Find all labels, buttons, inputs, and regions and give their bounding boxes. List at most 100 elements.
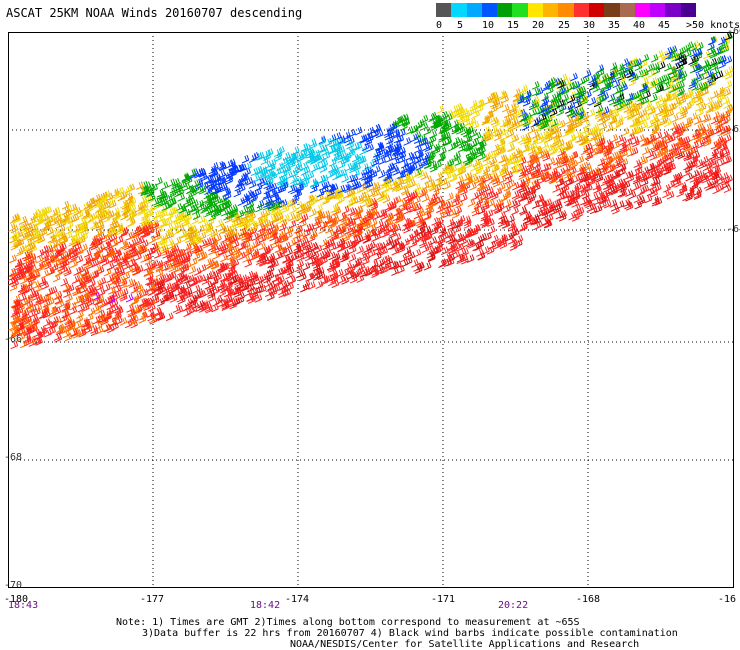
wind-barb (511, 206, 519, 216)
wind-barb (646, 149, 654, 159)
wind-barb (324, 137, 333, 147)
wind-barb (456, 138, 464, 147)
wind-barb (376, 219, 384, 229)
wind-barb (710, 115, 719, 125)
wind-barb (200, 251, 208, 261)
wind-barb (455, 199, 464, 209)
wind-barb (405, 126, 414, 135)
time-label-1: 18:43 (8, 600, 39, 611)
note-line-2: 3)Data buffer is 22 hrs from 20160707 4)… (142, 628, 678, 639)
wind-barb (160, 181, 169, 191)
wind-barb (53, 332, 62, 341)
wind-barb (267, 292, 275, 301)
scale-tick-label: >50 knots (686, 20, 740, 31)
wind-barb (657, 61, 666, 70)
wind-barb (712, 111, 721, 120)
wind-barb (561, 86, 570, 95)
wind-barb (556, 178, 564, 187)
wind-barb (522, 97, 531, 107)
scale-tick-label: 45 (658, 20, 671, 31)
wind-barb (415, 233, 424, 242)
wind-barb (370, 260, 379, 269)
wind-barb (148, 235, 156, 244)
wind-barb (46, 227, 54, 236)
wind-barb (157, 312, 166, 321)
wind-barb (9, 282, 18, 292)
wind-barb (229, 164, 237, 174)
wind-barb (198, 231, 207, 241)
wind-barb (302, 262, 311, 271)
scale-swatch (650, 3, 666, 17)
scale-swatch (527, 3, 544, 17)
wind-barb (391, 246, 400, 256)
wind-barb (25, 250, 34, 260)
wind-barb (420, 114, 429, 124)
wind-barb (503, 204, 511, 214)
wind-barb (587, 108, 596, 118)
wind-barb (436, 105, 445, 114)
wind-barb (356, 245, 364, 255)
wind-barb (346, 174, 355, 184)
wind-barb (330, 183, 339, 192)
wind-barb (664, 62, 672, 72)
wind-barb (478, 151, 486, 161)
wind-barb (378, 242, 386, 251)
wind-barb (492, 118, 500, 128)
wind-barb (256, 199, 265, 209)
scale-swatch (543, 3, 559, 17)
wind-barb (429, 111, 438, 121)
lat-label-68: -68 (4, 452, 23, 463)
wind-barb (366, 143, 374, 153)
lon-label-174: -174 (285, 594, 310, 605)
wind-barb (353, 155, 362, 164)
wind-barb (195, 236, 203, 245)
wind-barb (413, 195, 421, 205)
wind-barb (559, 73, 568, 83)
scale-swatch (573, 3, 590, 17)
wind-barb (212, 251, 220, 260)
wind-barb (299, 218, 307, 228)
wind-barb (372, 182, 381, 191)
wind-barb (221, 207, 229, 217)
wind-barb (421, 193, 430, 203)
wind-barb (189, 257, 198, 267)
wind-barb (594, 204, 603, 214)
wind-barb (291, 146, 300, 155)
scale-swatch (558, 3, 575, 17)
map-frame (8, 32, 734, 588)
wind-barb (48, 326, 56, 335)
wind-barb (527, 125, 536, 135)
wind-barb (565, 115, 573, 125)
scale-swatch (588, 3, 605, 17)
scale-tick-label: 10 (482, 20, 495, 31)
wind-barb (226, 269, 234, 278)
wind-barb (401, 163, 409, 173)
wind-barb (258, 241, 266, 251)
wind-barb (597, 157, 606, 167)
wind-barb (599, 122, 608, 131)
wind-barb (337, 230, 345, 239)
wind-barb (147, 287, 156, 297)
wind-barb (450, 154, 459, 163)
wind-barb (116, 266, 125, 276)
wind-barb (309, 184, 318, 194)
wind-barb (371, 233, 379, 242)
wind-barb (403, 137, 412, 146)
wind-barb (650, 93, 658, 103)
wind-barb (603, 199, 612, 209)
wind-barb (119, 317, 128, 326)
wind-barb (659, 117, 668, 126)
lon-label-168: -168 (576, 594, 601, 605)
scale-swatch (512, 3, 529, 17)
scale-tick-label: 30 (583, 20, 596, 31)
lon-label-177: -177 (140, 594, 165, 605)
wind-barb (558, 120, 566, 129)
wind-barb (290, 175, 298, 184)
wind-barb (354, 126, 363, 136)
wind-barb (35, 254, 44, 264)
wind-barb (35, 337, 43, 346)
wind-barb (644, 100, 653, 109)
scale-tick-label: 5 (457, 20, 464, 31)
wind-barb (524, 197, 532, 207)
wind-barb (254, 182, 263, 192)
